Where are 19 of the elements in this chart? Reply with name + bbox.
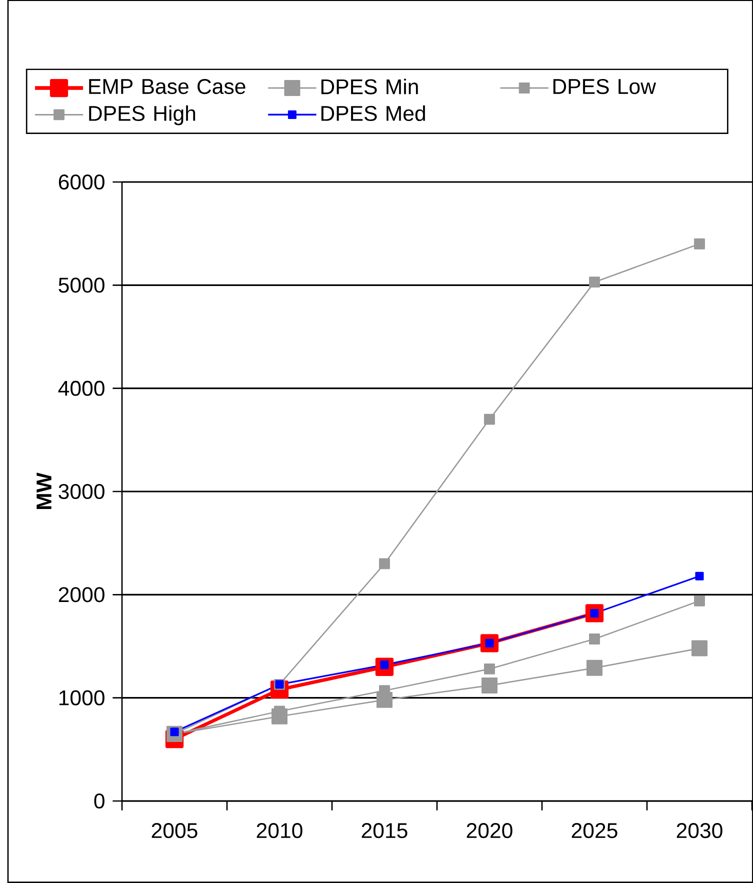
x-tick-label: 2005	[152, 823, 198, 838]
y-tick-label: 1000	[59, 690, 104, 706]
legend-label: EMP Base Case	[89, 78, 246, 94]
y-tick-label: 4000	[58, 380, 104, 396]
y-tick-label: 3000	[58, 484, 104, 500]
x-tick-label: 2025	[572, 823, 618, 838]
x-tick-label: 2010	[256, 823, 302, 838]
y-tick-label: 6000	[58, 174, 104, 190]
y-tick-label: 0	[94, 793, 104, 809]
x-tick-label: 2015	[362, 823, 408, 838]
legend-label: DPES High	[89, 105, 196, 126]
legend-label: DPES Min	[321, 78, 418, 94]
legend-label: DPES Med	[321, 105, 425, 122]
y-tick-label: 2000	[58, 587, 104, 602]
y-axis-title: MW	[36, 472, 52, 510]
y-tick-label: 5000	[58, 278, 104, 293]
x-tick-label: 2030	[676, 823, 722, 838]
x-tick-label: 2020	[466, 823, 512, 838]
legend-label: DPES Low	[553, 78, 656, 94]
